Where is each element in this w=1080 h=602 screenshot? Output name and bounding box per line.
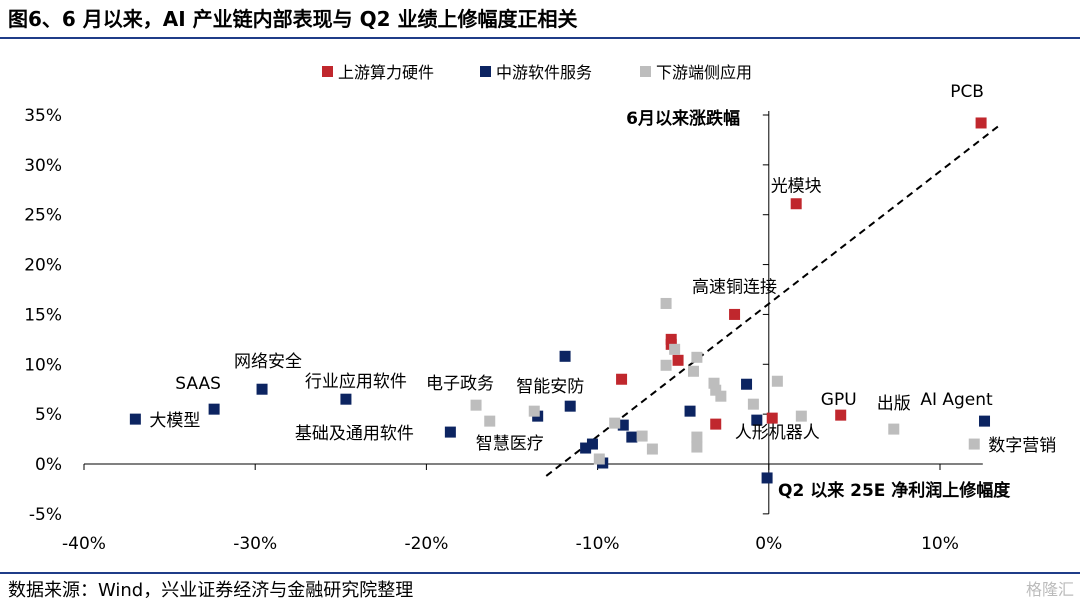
chart-title: 图6、6 月以来，AI 产业链内部表现与 Q2 业绩上修幅度正相关 <box>8 7 578 31</box>
data-point <box>617 419 629 431</box>
data-point <box>586 438 598 450</box>
data-point <box>660 297 672 309</box>
data-point <box>691 351 703 363</box>
point-label: 人形机器人 <box>735 423 820 443</box>
x-tick-label: -30% <box>233 534 277 554</box>
data-point <box>593 453 605 465</box>
data-point <box>715 390 727 402</box>
point-label: 数字营销 <box>988 436 1056 456</box>
legend-marker <box>640 66 651 77</box>
legend-marker <box>480 66 491 77</box>
legend-marker <box>322 66 333 77</box>
point-label: SAAS <box>175 374 221 394</box>
y-tick-label: 35% <box>24 106 62 126</box>
point-label: GPU <box>821 390 857 410</box>
data-point <box>484 415 496 427</box>
y-tick-label: 30% <box>24 156 62 176</box>
point-label: 电子政务 <box>426 374 494 394</box>
point-label: 智慧医疗 <box>476 434 544 454</box>
data-point <box>626 431 638 443</box>
x-tick-label: -40% <box>62 534 106 554</box>
data-point <box>609 417 621 429</box>
data-point <box>888 423 900 435</box>
data-point <box>669 343 681 355</box>
legend-label: 上游算力硬件 <box>338 63 434 82</box>
y-tick-label: 0% <box>35 455 62 475</box>
source-note: 数据来源：Wind，兴业证券经济与金融研究院整理 <box>8 580 414 601</box>
scatter-chart: -40% -30% -20% -10% 0% 10% 35% 30% 25% 20% 15% 10% 5… <box>24 63 1056 554</box>
legend-label: 下游端侧应用 <box>656 63 752 82</box>
data-point <box>256 383 268 395</box>
data-point <box>708 377 720 389</box>
data-point <box>710 418 722 430</box>
data-point <box>660 359 672 371</box>
point-label: 智能安防 <box>516 377 584 397</box>
data-point <box>208 403 220 415</box>
data-point <box>559 350 571 362</box>
data-point <box>444 426 456 438</box>
point-label: 光模块 <box>771 177 822 197</box>
x-tick-label: 10% <box>921 534 959 554</box>
y-tick-label: -5% <box>29 505 62 525</box>
y-tick-label: 25% <box>24 206 62 226</box>
x-tick-label: 0% <box>755 534 782 554</box>
data-point <box>771 375 783 387</box>
data-point <box>470 399 482 411</box>
data-point <box>129 413 141 425</box>
legend-label: 中游软件服务 <box>496 63 592 82</box>
data-point <box>795 410 807 422</box>
data-point <box>340 393 352 405</box>
data-point <box>616 373 628 385</box>
data-point <box>687 365 699 377</box>
data-point <box>979 415 991 427</box>
title-divider <box>0 37 1080 39</box>
x-tick-label: -10% <box>576 534 620 554</box>
point-label: 网络安全 <box>234 352 302 372</box>
point-label: AI Agent <box>920 390 993 410</box>
data-point <box>751 414 763 426</box>
data-point <box>528 405 540 417</box>
y-tick-label: 5% <box>35 405 62 425</box>
data-point <box>790 198 802 210</box>
point-label: 出版 <box>877 394 911 414</box>
data-point <box>636 430 648 442</box>
watermark-logo: 格隆汇 <box>1025 580 1074 599</box>
data-point <box>580 442 592 454</box>
data-point <box>710 384 722 396</box>
data-point <box>766 412 778 424</box>
x-tick-label: -20% <box>404 534 448 554</box>
y-tick-label: 10% <box>24 355 62 375</box>
point-label: 高速铜连接 <box>692 277 777 297</box>
point-label: 大模型 <box>149 411 200 431</box>
data-point <box>741 378 753 390</box>
x-axis-label: Q2 以来 25E 净利润上修幅度 <box>778 480 1011 501</box>
data-point <box>835 409 847 421</box>
data-point <box>691 441 703 453</box>
data-point <box>747 398 759 410</box>
data-point <box>684 405 696 417</box>
data-point <box>968 438 980 450</box>
data-point <box>729 308 741 320</box>
point-label: 行业应用软件 <box>305 372 407 392</box>
y-axis-label: 6月以来涨跌幅 <box>626 108 740 129</box>
point-label: PCB <box>950 82 984 102</box>
data-point <box>646 443 658 455</box>
data-point <box>672 354 684 366</box>
data-point <box>761 472 773 484</box>
data-point <box>975 117 987 129</box>
y-tick-label: 20% <box>24 256 62 276</box>
footer-divider <box>0 572 1080 574</box>
data-point <box>691 431 703 443</box>
data-point <box>564 400 576 412</box>
point-label: 基础及通用软件 <box>295 424 414 444</box>
y-tick-label: 15% <box>24 305 62 325</box>
